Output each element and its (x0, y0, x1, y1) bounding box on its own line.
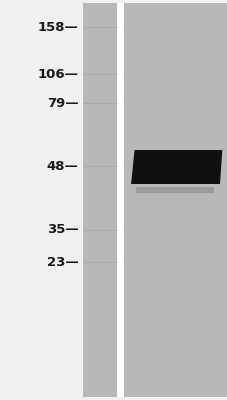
Bar (135, 187, 213, 193)
Text: 35—: 35— (47, 224, 78, 236)
Bar (117, 3, 124, 397)
Text: 158—: 158— (38, 21, 78, 34)
Bar (83, 3, 117, 397)
Text: 48—: 48— (47, 160, 78, 172)
Polygon shape (131, 150, 221, 184)
Text: 79—: 79— (47, 97, 78, 110)
Bar (124, 3, 226, 397)
Text: 23—: 23— (47, 256, 78, 268)
Text: 106—: 106— (37, 68, 78, 80)
